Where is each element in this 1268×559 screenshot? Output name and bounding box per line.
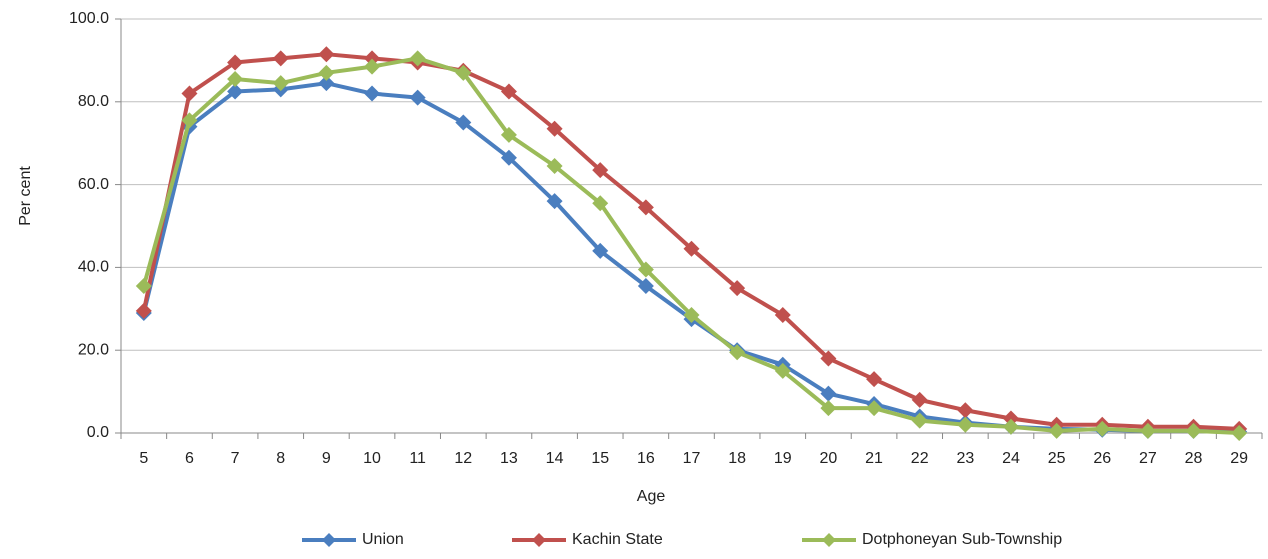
x-tick-label: 6: [185, 450, 194, 467]
x-tick-label: 16: [637, 450, 655, 467]
x-tick-label: 18: [728, 450, 746, 467]
point-marker: [637, 199, 654, 216]
x-tick-label: 28: [1185, 450, 1203, 467]
x-tick-label: 7: [231, 450, 240, 467]
y-axis-label: Per cent: [17, 166, 34, 226]
x-tick-label: 21: [865, 450, 883, 467]
point-marker: [135, 302, 152, 319]
y-tick-label: 60.0: [78, 176, 109, 193]
y-tick-label: 20.0: [78, 341, 109, 358]
point-marker: [911, 412, 928, 429]
point-marker: [866, 400, 883, 417]
x-tick-label: 9: [322, 450, 331, 467]
legend-marker: [822, 533, 836, 547]
point-marker: [683, 307, 700, 324]
point-marker: [181, 85, 198, 102]
x-tick-label: 17: [683, 450, 701, 467]
point-marker: [135, 278, 152, 295]
point-marker: [1185, 422, 1202, 439]
point-marker: [227, 83, 244, 100]
point-marker: [318, 75, 335, 92]
point-marker: [318, 46, 335, 63]
point-marker: [272, 50, 289, 67]
point-marker: [729, 344, 746, 361]
point-marker: [364, 58, 381, 75]
point-marker: [500, 83, 517, 100]
point-marker: [409, 50, 426, 67]
point-marker: [500, 149, 517, 166]
point-marker: [820, 385, 837, 402]
x-tick-label: 20: [820, 450, 838, 467]
point-marker: [227, 54, 244, 71]
point-marker: [866, 371, 883, 388]
legend-label: Kachin State: [572, 531, 663, 548]
x-tick-label: 11: [409, 450, 426, 467]
point-marker: [592, 162, 609, 179]
point-marker: [957, 416, 974, 433]
legend-marker: [322, 533, 336, 547]
point-marker: [272, 75, 289, 92]
x-tick-label: 29: [1230, 450, 1248, 467]
point-marker: [820, 350, 837, 367]
point-marker: [500, 126, 517, 143]
x-tick-label: 25: [1048, 450, 1066, 467]
point-marker: [1002, 418, 1019, 435]
x-tick-label: 12: [454, 450, 472, 467]
point-marker: [546, 157, 563, 174]
x-tick-label: 26: [1093, 450, 1111, 467]
point-marker: [409, 89, 426, 106]
y-tick-label: 80.0: [78, 93, 109, 110]
point-marker: [637, 261, 654, 278]
point-marker: [364, 50, 381, 67]
y-tick-label: 100.0: [69, 10, 109, 27]
point-marker: [1139, 422, 1156, 439]
point-marker: [455, 64, 472, 81]
point-marker: [546, 193, 563, 210]
x-tick-label: 14: [546, 450, 564, 467]
point-marker: [364, 85, 381, 102]
legend-marker: [532, 533, 546, 547]
point-marker: [1002, 410, 1019, 427]
x-tick-label: 5: [139, 450, 148, 467]
point-marker: [637, 278, 654, 295]
legend-label: Union: [362, 531, 404, 548]
legend-label: Dotphoneyan Sub-Township: [862, 531, 1062, 548]
point-marker: [1048, 422, 1065, 439]
point-marker: [911, 391, 928, 408]
x-tick-label: 8: [276, 450, 285, 467]
point-marker: [592, 242, 609, 259]
point-marker: [592, 195, 609, 212]
point-marker: [683, 240, 700, 257]
x-tick-label: 22: [911, 450, 929, 467]
x-tick-label: 24: [1002, 450, 1020, 467]
x-tick-label: 10: [363, 450, 381, 467]
x-tick-label: 19: [774, 450, 792, 467]
point-marker: [774, 307, 791, 324]
point-marker: [957, 402, 974, 419]
point-marker: [820, 400, 837, 417]
series-line: [141, 81, 1240, 434]
x-axis-label: Age: [637, 488, 666, 505]
point-marker: [546, 120, 563, 137]
point-marker: [1231, 425, 1248, 441]
point-marker: [729, 280, 746, 297]
point-marker: [455, 114, 472, 131]
x-tick-label: 27: [1139, 450, 1157, 467]
x-tick-label: 23: [956, 450, 974, 467]
x-tick-label: 15: [591, 450, 609, 467]
x-tick-label: 13: [500, 450, 518, 467]
point-marker: [318, 64, 335, 81]
point-marker: [1094, 420, 1111, 437]
y-tick-label: 0.0: [87, 424, 109, 441]
point-marker: [181, 112, 198, 129]
point-marker: [227, 71, 244, 88]
y-tick-label: 40.0: [78, 259, 109, 276]
point-marker: [774, 362, 791, 379]
